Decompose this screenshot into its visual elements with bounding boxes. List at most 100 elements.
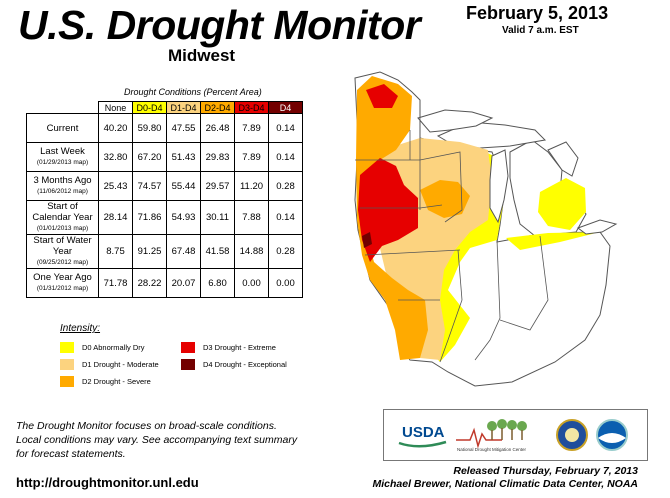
table-cell: 32.80	[98, 142, 133, 172]
footer-note-line-1: The Drought Monitor focuses on broad-sca…	[16, 420, 277, 432]
release-date: Released Thursday, February 7, 2013	[453, 465, 638, 477]
table-cell: 67.20	[132, 142, 167, 172]
table-row: 3 Months Ago (11/06/2012 map) 25.43 74.57 55…	[26, 171, 303, 201]
table-cell: 0.14	[268, 200, 303, 235]
row-label-date: (01/01/2013 map)	[36, 225, 89, 232]
table-cell: 29.57	[200, 171, 235, 201]
table-cell: 11.20	[234, 171, 269, 201]
row-label-text: Current	[46, 122, 79, 134]
d0-area	[383, 142, 503, 362]
legend-item-d2: D2 Drought - Severe	[60, 376, 151, 387]
table-cell: 0.00	[268, 268, 303, 298]
legend-item-d0: D0 Abnormally Dry	[60, 342, 145, 353]
table-cell: 7.89	[234, 142, 269, 172]
legend-label-d3: D3 Drought - Extreme	[203, 343, 276, 352]
table-caption: Drought Conditions (Percent Area)	[124, 87, 262, 97]
great-lakes	[417, 109, 618, 235]
logo-graphics	[398, 419, 628, 451]
row-label: One Year Ago (01/31/2012 map)	[26, 268, 99, 298]
release-info: Released Thursday, February 7, 2013 Mich…	[373, 465, 639, 491]
row-label: 3 Months Ago (11/06/2012 map)	[26, 171, 99, 201]
drought-shading	[356, 76, 600, 362]
footer-note-line-2: Local conditions may vary. See accompany…	[16, 434, 298, 446]
table-row: Start of Calendar Year (01/01/2013 map) 28…	[26, 200, 303, 235]
table-row: One Year Ago (01/31/2012 map) 71.78 28.22 20…	[26, 268, 303, 298]
d1-area	[372, 138, 492, 360]
d3-area	[358, 158, 418, 262]
region-label: Midwest	[168, 46, 236, 65]
row-label-text: Start of Water Year	[33, 235, 92, 257]
col-header-d3-d4: D3-D4	[234, 101, 269, 114]
d4-area	[362, 232, 372, 248]
partner-logos: USDA National Drought Mitigation Center	[383, 409, 648, 461]
row-label-text: Start of Calendar Year	[32, 201, 93, 223]
row-label-date: (09/25/2012 map)	[36, 259, 89, 266]
table-cell: 0.28	[268, 171, 303, 201]
table-cell: 55.44	[166, 171, 201, 201]
table-cell: 28.14	[98, 200, 133, 235]
map-title: U.S. Drought Monitor	[18, 2, 421, 48]
d0-michigan	[538, 178, 586, 230]
d3-north	[366, 84, 398, 108]
lake-huron	[547, 141, 579, 177]
table-cell: 0.14	[268, 113, 303, 143]
row-label-text: One Year Ago	[33, 272, 92, 283]
legend-label-d2: D2 Drought - Severe	[82, 377, 151, 386]
table-cell: 7.88	[234, 200, 269, 235]
lake-erie	[576, 219, 618, 235]
table-cell: 51.43	[166, 142, 201, 172]
col-header-d1-d4: D1-D4	[166, 101, 201, 114]
table-cell: 91.25	[132, 234, 167, 269]
table-cell: 0.14	[268, 142, 303, 172]
drought-monitor-url[interactable]: http://droughtmonitor.unl.edu	[16, 475, 199, 490]
legend-swatch-d2	[60, 376, 74, 387]
row-label: Last Week (01/29/2013 map)	[26, 142, 99, 172]
row-label-date: (01/29/2013 map)	[36, 159, 89, 166]
d2-area	[356, 76, 428, 360]
legend-label-d1: D1 Drought - Moderate	[82, 360, 159, 369]
map-base	[354, 71, 611, 387]
table-cell: 20.07	[166, 268, 201, 298]
table-cell: 7.89	[234, 113, 269, 143]
table-corner	[27, 102, 99, 114]
d2-iowa	[420, 180, 470, 218]
table-cell: 0.00	[234, 268, 269, 298]
d0-ohio-strip	[506, 232, 600, 250]
legend-swatch-d1	[60, 359, 74, 370]
usda-logo: USDA	[402, 424, 445, 441]
table-row: Start of Water Year (09/25/2012 map) 8.75 9…	[26, 234, 303, 269]
table-row: Current 40.20 59.80 47.55 26.48 7.89 0.14	[26, 113, 303, 143]
col-header-d0-d4: D0-D4	[132, 101, 167, 114]
legend-label-d4: D4 Drought - Exceptional	[203, 360, 287, 369]
legend-swatch-d0	[60, 342, 74, 353]
table-cell: 67.48	[166, 234, 201, 269]
row-label-date: (01/31/2012 map)	[36, 285, 89, 292]
legend-item-d3: D3 Drought - Extreme	[181, 342, 276, 353]
col-header-d2-d4: D2-D4	[200, 101, 235, 114]
table-cell: 0.28	[268, 234, 303, 269]
row-label: Start of Water Year (09/25/2012 map)	[26, 234, 99, 269]
row-label: Start of Calendar Year (01/01/2013 map)	[26, 200, 99, 235]
row-label-text: Last Week	[40, 146, 85, 157]
legend-swatch-d4	[181, 359, 195, 370]
row-label: Current	[26, 113, 99, 143]
table-cell: 40.20	[98, 113, 133, 143]
lake-superior	[417, 109, 494, 133]
lake-michigan	[489, 149, 509, 224]
row-label-text: 3 Months Ago	[33, 175, 92, 186]
table-cell: 8.75	[98, 234, 133, 269]
table-cell: 6.80	[200, 268, 235, 298]
table-cell: 28.22	[132, 268, 167, 298]
table-cell: 30.11	[200, 200, 235, 235]
col-header-none: None	[98, 101, 133, 114]
table-cell: 14.88	[234, 234, 269, 269]
table-cell: 41.58	[200, 234, 235, 269]
state-borders	[355, 100, 549, 363]
table-cell: 25.43	[98, 171, 133, 201]
legend-item-d4: D4 Drought - Exceptional	[181, 359, 287, 370]
footer-note-line-3: for forecast statements.	[16, 448, 126, 460]
ndmc-logo: National Drought Mitigation Center	[457, 447, 527, 452]
table-header-row: None D0-D4 D1-D4 D2-D4 D3-D4 D4	[27, 101, 303, 114]
valid-time: Valid 7 a.m. EST	[502, 25, 579, 36]
table-cell: 47.55	[166, 113, 201, 143]
